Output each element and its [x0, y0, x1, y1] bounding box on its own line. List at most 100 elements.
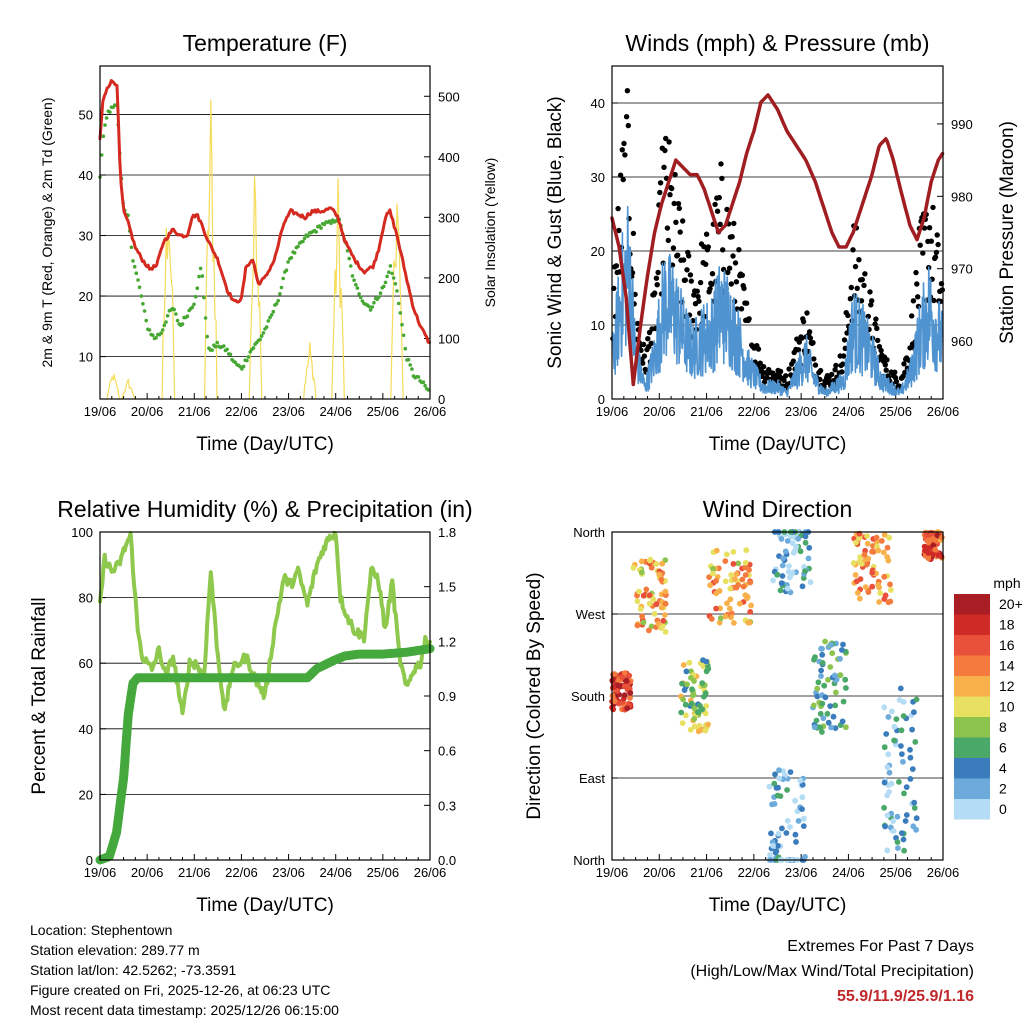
- dewpoint-point: [203, 316, 208, 320]
- dewpoint-point: [137, 285, 142, 290]
- direction-point: [739, 576, 746, 583]
- dewpoint-point: [292, 251, 297, 255]
- y-tick-label: 10: [591, 318, 605, 333]
- gust-point: [695, 293, 701, 300]
- direction-point: [818, 645, 824, 652]
- direction-point: [793, 839, 799, 845]
- gust-point: [714, 208, 721, 214]
- y-tick-label: 40: [79, 168, 93, 183]
- gust-point: [840, 361, 846, 367]
- direction-point: [885, 599, 892, 606]
- y-tick-label: 60: [79, 656, 93, 671]
- direction-point: [653, 561, 660, 567]
- direction-point: [876, 584, 882, 591]
- direction-point: [637, 606, 644, 612]
- direction-point: [784, 538, 791, 544]
- winds-y2-label: Station Pressure (Maroon): [997, 121, 1018, 344]
- direction-point: [659, 560, 666, 567]
- direction-point: [713, 547, 720, 554]
- dewpoint-point: [197, 274, 201, 279]
- legend-label: 18: [999, 617, 1015, 633]
- legend-label: 16: [999, 637, 1015, 653]
- y-tick-label: 80: [79, 591, 93, 606]
- gust-point: [669, 185, 675, 192]
- dewpoint-point: [198, 266, 203, 271]
- x-tick-label: 26/06: [414, 865, 447, 880]
- gust-point: [873, 316, 879, 322]
- gust-point: [662, 147, 668, 154]
- dewpoint-point: [108, 110, 112, 114]
- direction-point: [854, 590, 861, 596]
- gust-point: [859, 276, 865, 283]
- direction-point: [742, 572, 749, 578]
- direction-point: [881, 704, 888, 711]
- direction-point: [901, 847, 907, 854]
- direction-point: [839, 718, 846, 725]
- gust-point: [812, 362, 819, 368]
- dewpoint-point: [261, 331, 266, 335]
- gust-point: [790, 358, 797, 364]
- direction-point: [902, 818, 909, 824]
- direction-point: [812, 654, 818, 660]
- direction-point: [883, 731, 890, 737]
- gust-point: [806, 329, 813, 335]
- direction-point: [886, 534, 892, 541]
- y2-tick-label: 0.6: [438, 744, 456, 759]
- gust-point: [671, 200, 677, 207]
- gust-point: [915, 303, 922, 310]
- direction-point: [909, 766, 916, 772]
- precipitation-line: [95, 644, 435, 865]
- direction-point: [911, 709, 917, 716]
- direction-point: [728, 572, 735, 578]
- x-axis-label: Time (Day/UTC): [709, 895, 847, 916]
- direction-point: [865, 555, 872, 562]
- direction-point: [931, 536, 938, 543]
- direction-point: [819, 729, 825, 735]
- gust-point: [883, 367, 889, 373]
- gust-point: [654, 282, 660, 288]
- gust-point: [804, 310, 810, 316]
- direction-point: [831, 672, 838, 679]
- direction-point: [686, 659, 693, 666]
- dewpoint-point: [385, 274, 389, 279]
- direction-point: [852, 572, 859, 578]
- gust-point: [648, 340, 654, 346]
- dewpoint-point: [139, 294, 144, 298]
- direction-point: [610, 684, 617, 691]
- dewpoint-point: [355, 286, 360, 290]
- direction-point: [887, 581, 893, 588]
- y-tick-label: 30: [79, 229, 93, 244]
- gust-point: [933, 249, 940, 256]
- gust-point: [811, 356, 817, 362]
- solar-line: [121, 378, 136, 400]
- gust-point: [841, 337, 848, 343]
- direction-point: [840, 641, 846, 648]
- dewpoint-point: [357, 292, 361, 296]
- direction-point: [792, 797, 798, 804]
- gust-point: [930, 204, 936, 211]
- direction-point: [828, 724, 834, 731]
- gust-point: [730, 253, 736, 259]
- direction-point: [875, 547, 882, 554]
- gust-point: [709, 281, 715, 287]
- direction-point: [822, 638, 828, 645]
- gust-point: [619, 147, 625, 153]
- gust-point: [796, 339, 802, 345]
- dewpoint-point: [174, 312, 178, 316]
- direction-point: [886, 789, 892, 795]
- direction-point: [745, 619, 752, 626]
- direction-point: [895, 845, 901, 851]
- dewpoint-point: [368, 308, 373, 312]
- direction-point: [802, 853, 808, 860]
- direction-point: [821, 682, 828, 689]
- dewpoint-point: [269, 313, 274, 317]
- dewpoint-point: [391, 276, 396, 280]
- dewpoint-point: [403, 346, 408, 351]
- x-tick-label: 21/06: [178, 404, 211, 419]
- direction-point: [881, 531, 888, 538]
- gust-point: [717, 221, 723, 227]
- dewpoint-point: [370, 305, 375, 309]
- winds-y2-axis: 960 970 980 990: [937, 117, 973, 349]
- direction-point: [802, 533, 809, 540]
